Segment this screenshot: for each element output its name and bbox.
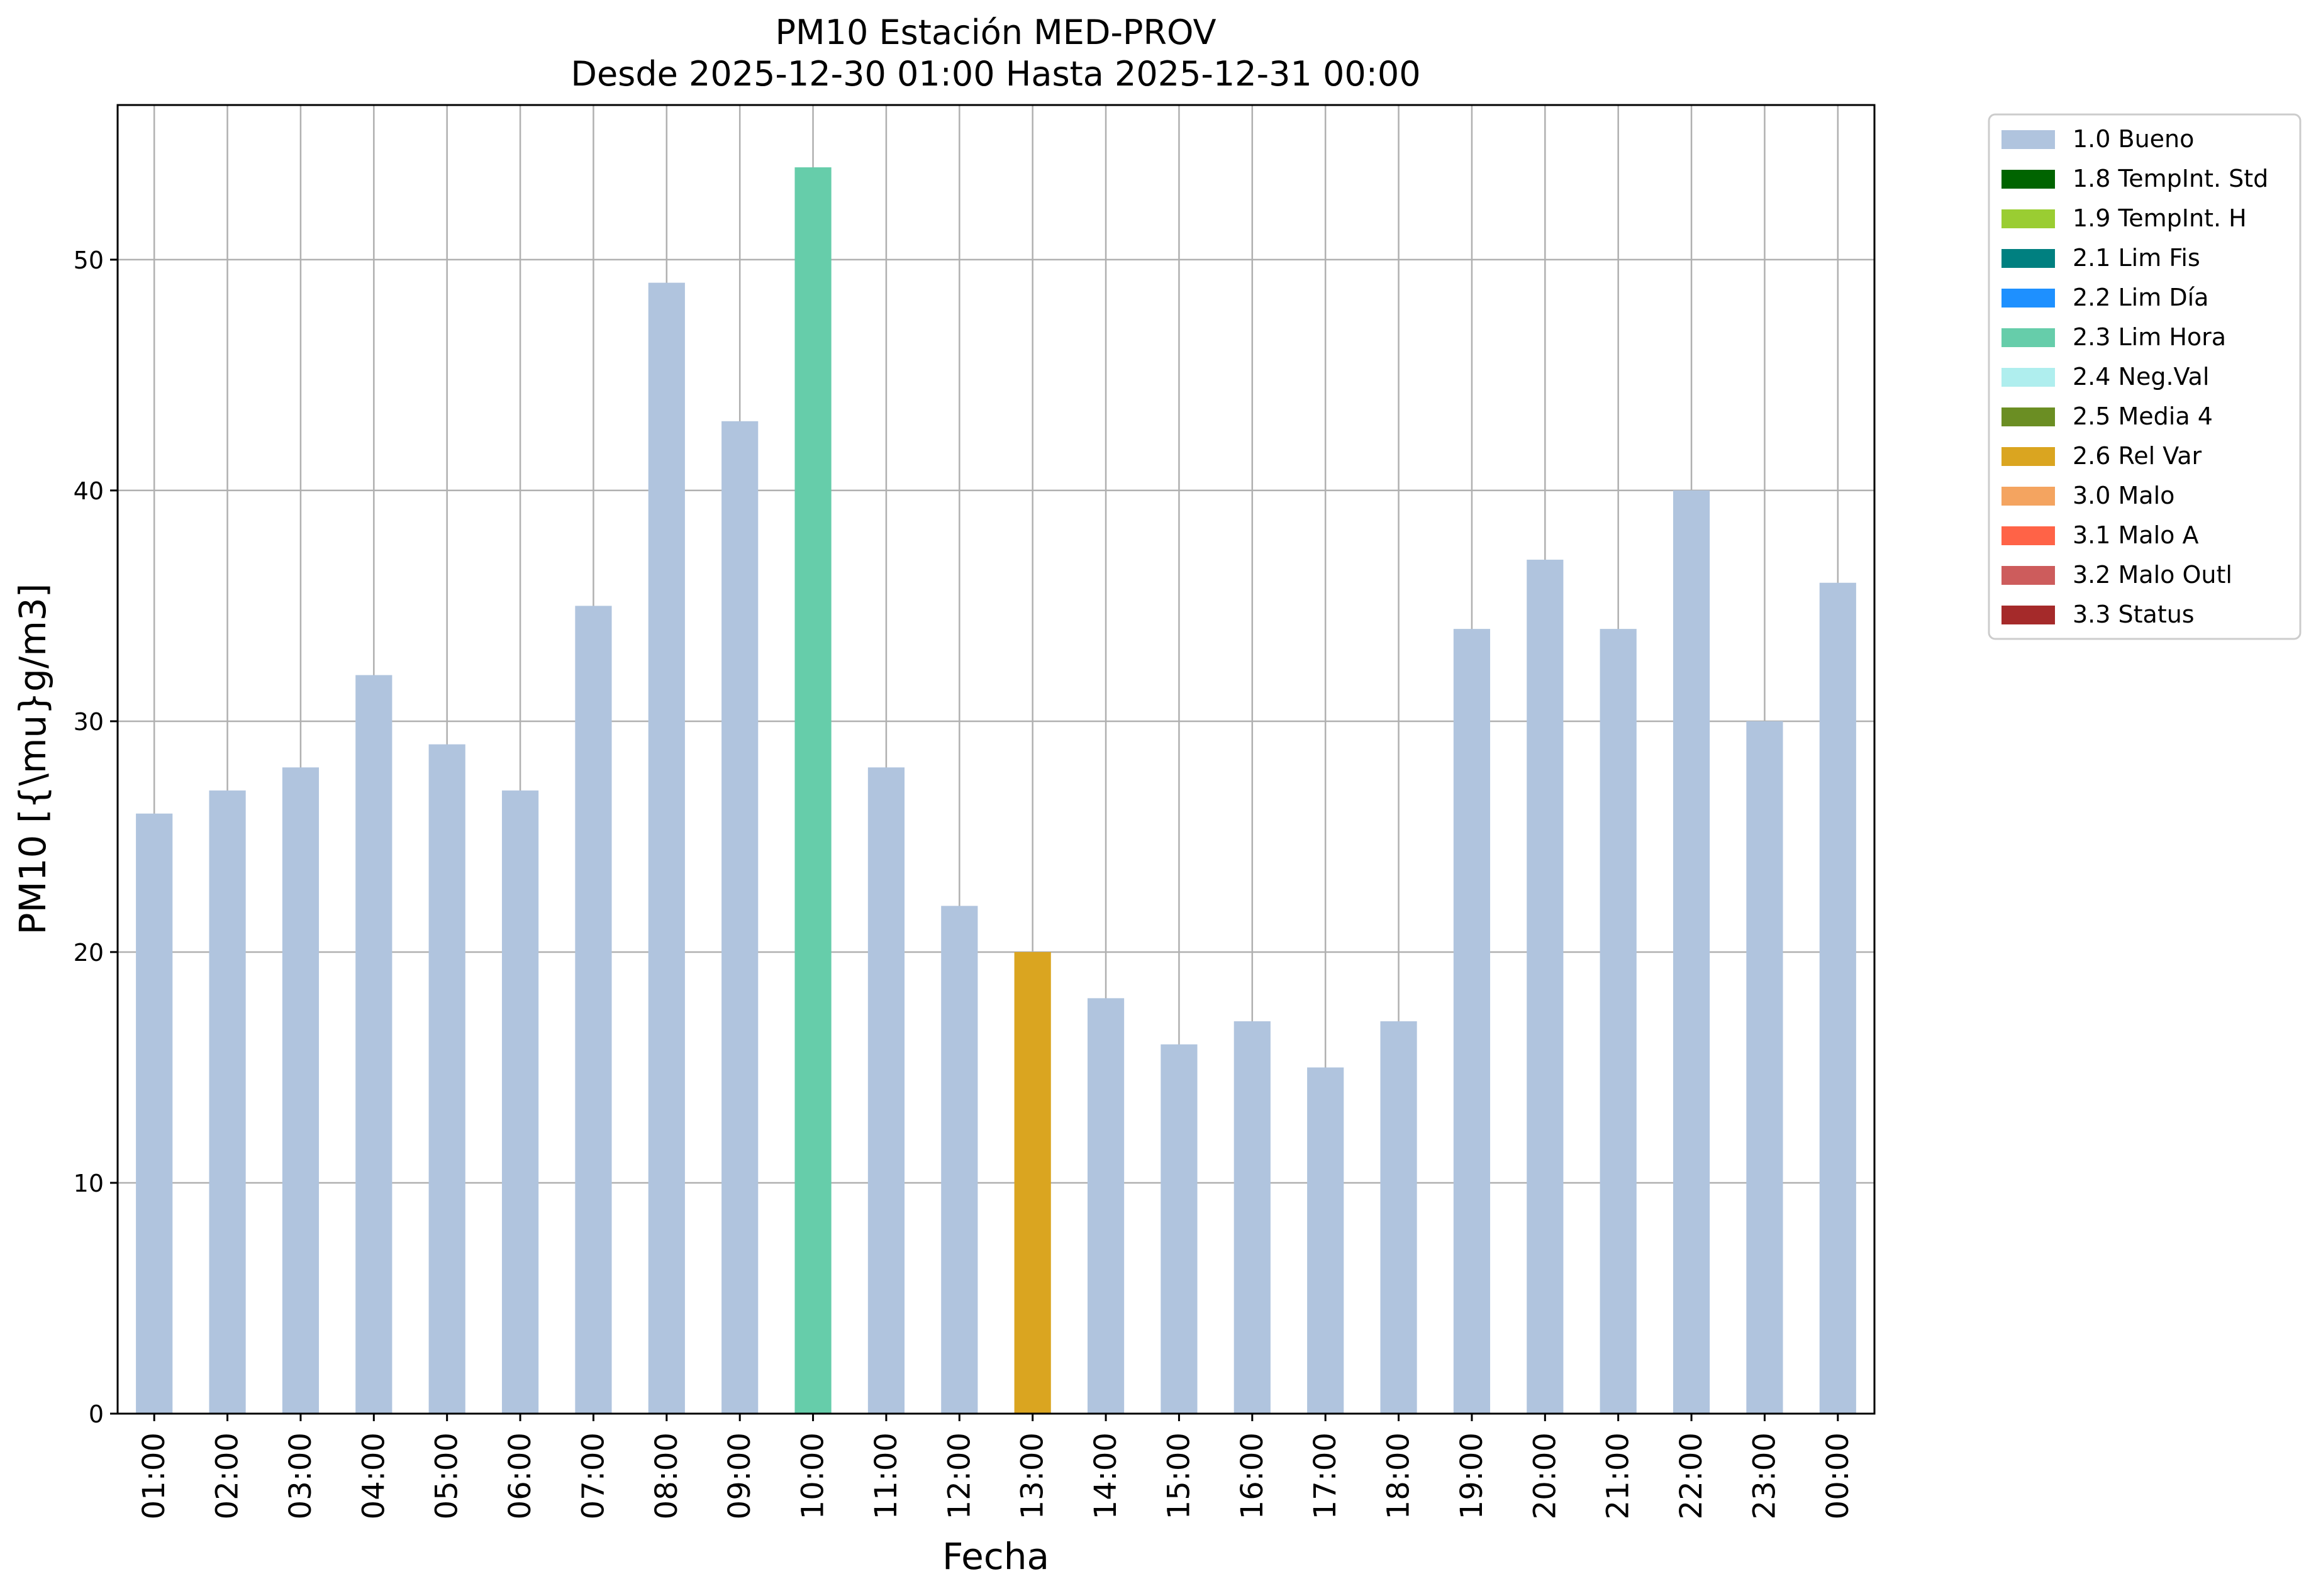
legend-swatch bbox=[2001, 209, 2055, 228]
legend-swatch bbox=[2001, 487, 2055, 506]
x-tick-label: 05:00 bbox=[430, 1433, 465, 1519]
legend-swatch bbox=[2001, 249, 2055, 268]
bar-03:00 bbox=[282, 767, 320, 1414]
y-tick-label: 0 bbox=[89, 1400, 104, 1428]
y-axis-label: PM10 [{\mu}g/m3] bbox=[11, 584, 54, 935]
bar-08:00 bbox=[648, 282, 685, 1414]
bar-17:00 bbox=[1307, 1067, 1344, 1414]
bar-14:00 bbox=[1087, 998, 1125, 1414]
legend-swatch bbox=[2001, 130, 2055, 149]
bar-23:00 bbox=[1746, 721, 1783, 1414]
legend-label: 3.1 Malo A bbox=[2073, 521, 2198, 549]
bar-07:00 bbox=[575, 606, 612, 1414]
x-tick-label: 06:00 bbox=[503, 1433, 538, 1519]
x-tick-label: 11:00 bbox=[869, 1433, 904, 1519]
x-tick-label: 10:00 bbox=[796, 1433, 831, 1519]
x-tick-label: 03:00 bbox=[283, 1433, 318, 1519]
bar-11:00 bbox=[867, 767, 905, 1414]
x-tick-label: 22:00 bbox=[1674, 1433, 1709, 1519]
y-tick-label: 20 bbox=[74, 939, 104, 967]
bar-02:00 bbox=[209, 790, 246, 1414]
bar-10:00 bbox=[794, 167, 832, 1414]
bar-12:00 bbox=[941, 906, 978, 1414]
bar-19:00 bbox=[1453, 629, 1491, 1414]
x-tick-label: 01:00 bbox=[136, 1433, 172, 1519]
legend-label: 1.8 TempInt. Std bbox=[2073, 165, 2268, 192]
bar-05:00 bbox=[428, 744, 465, 1414]
x-tick-label: 07:00 bbox=[576, 1433, 611, 1519]
axis-layer: 0 10 20 30 40 50 01:00 02:00 03:00 04:00 05:00 06:0… bbox=[74, 247, 1856, 1519]
y-tick-label: 50 bbox=[74, 247, 104, 274]
bar-04:00 bbox=[355, 675, 392, 1414]
bar-18:00 bbox=[1380, 1021, 1417, 1414]
x-tick-label: 23:00 bbox=[1747, 1433, 1782, 1519]
chart-title: PM10 Estación MED-PROV bbox=[775, 13, 1216, 52]
bar-13:00 bbox=[1014, 951, 1051, 1414]
legend-swatch bbox=[2001, 328, 2055, 347]
legend-swatch bbox=[2001, 447, 2055, 466]
x-tick-label: 19:00 bbox=[1454, 1433, 1489, 1519]
x-tick-label: 04:00 bbox=[356, 1433, 391, 1519]
bar-00:00 bbox=[1819, 582, 1856, 1414]
plot-frame bbox=[116, 104, 1876, 1415]
legend-swatch bbox=[2001, 289, 2055, 308]
y-tick-label: 40 bbox=[74, 477, 104, 505]
x-tick-label: 02:00 bbox=[210, 1433, 245, 1519]
legend-label: 2.5 Media 4 bbox=[2073, 402, 2213, 430]
legend-swatch bbox=[2001, 170, 2055, 189]
bar-20:00 bbox=[1527, 560, 1564, 1414]
legend-label: 2.1 Lim Fis bbox=[2073, 244, 2200, 272]
legend-label: 2.4 Neg.Val bbox=[2073, 363, 2209, 391]
legend-swatch bbox=[2001, 407, 2055, 426]
legend-swatch bbox=[2001, 368, 2055, 387]
legend-label: 1.9 TempInt. H bbox=[2073, 204, 2247, 232]
x-tick-label: 08:00 bbox=[649, 1433, 684, 1519]
legend-swatch bbox=[2001, 566, 2055, 585]
x-axis-label: Fecha bbox=[942, 1535, 1049, 1578]
legend-label: 3.2 Malo Outl bbox=[2073, 561, 2232, 589]
legend-swatch bbox=[2001, 526, 2055, 545]
y-tick-label: 30 bbox=[74, 708, 104, 736]
legend-label: 3.3 Status bbox=[2073, 601, 2195, 628]
legend-label: 2.6 Rel Var bbox=[2073, 442, 2202, 470]
y-tick-label: 10 bbox=[74, 1170, 104, 1197]
x-tick-label: 17:00 bbox=[1308, 1433, 1343, 1519]
x-tick-label: 18:00 bbox=[1381, 1433, 1417, 1519]
x-tick-label: 15:00 bbox=[1161, 1433, 1196, 1519]
legend-items: 1.0 Bueno 1.8 TempInt. Std 1.9 TempInt. H 2… bbox=[2001, 125, 2268, 628]
bar-06:00 bbox=[501, 790, 539, 1414]
bar-01:00 bbox=[136, 813, 173, 1414]
x-tick-label: 12:00 bbox=[942, 1433, 977, 1519]
legend-label: 2.3 Lim Hora bbox=[2073, 323, 2226, 351]
x-tick-label: 16:00 bbox=[1235, 1433, 1270, 1519]
legend-frame bbox=[1988, 113, 2302, 640]
legend-label: 3.0 Malo bbox=[2073, 482, 2174, 509]
bar-16:00 bbox=[1233, 1021, 1271, 1414]
chart-subtitle: Desde 2025-12-30 01:00 Hasta 2025-12-31 … bbox=[571, 54, 1420, 94]
legend-label: 2.2 Lim Día bbox=[2073, 284, 2208, 311]
legend: 1.0 Bueno 1.8 TempInt. Std 1.9 TempInt. H 2… bbox=[1988, 113, 2302, 640]
x-tick-label: 21:00 bbox=[1601, 1433, 1636, 1519]
x-tick-label: 09:00 bbox=[722, 1433, 757, 1519]
legend-swatch bbox=[2001, 606, 2055, 624]
bar-21:00 bbox=[1600, 629, 1637, 1414]
legend-label: 1.0 Bueno bbox=[2073, 125, 2194, 153]
x-tick-label: 20:00 bbox=[1527, 1433, 1562, 1519]
bar-09:00 bbox=[721, 421, 759, 1414]
x-tick-label: 13:00 bbox=[1015, 1433, 1050, 1519]
bar-22:00 bbox=[1673, 490, 1710, 1414]
bar-15:00 bbox=[1161, 1044, 1198, 1414]
x-tick-label: 00:00 bbox=[1820, 1433, 1856, 1519]
x-tick-label: 14:00 bbox=[1088, 1433, 1123, 1519]
bar-layer bbox=[136, 167, 1856, 1414]
